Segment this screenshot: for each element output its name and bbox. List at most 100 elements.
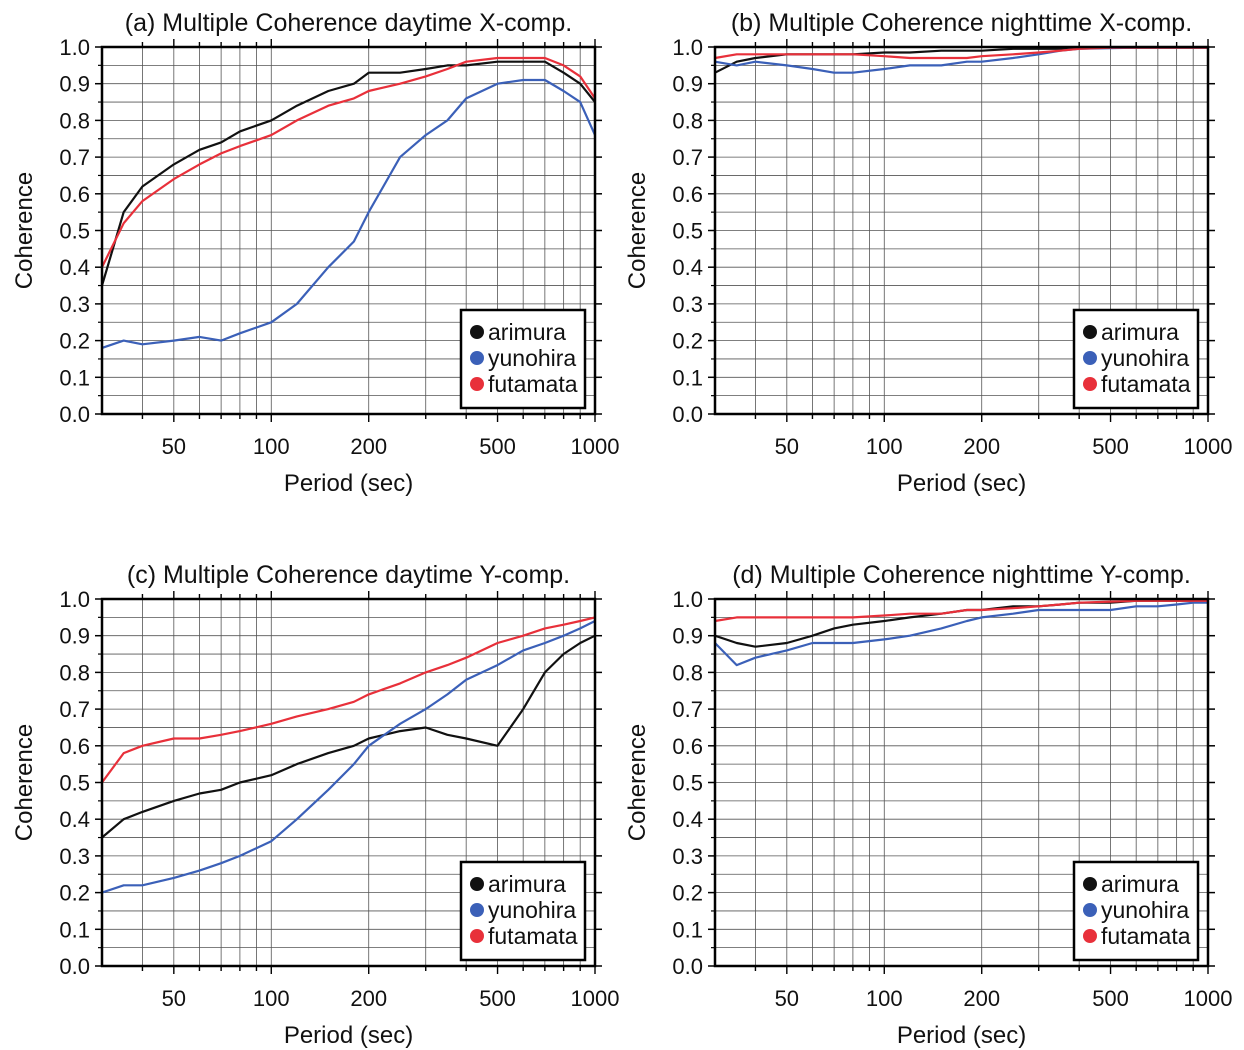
- y-tick-label: 0.8: [59, 108, 90, 133]
- x-axis-label: Period (sec): [897, 470, 1026, 497]
- legend-marker-yunohira: [1083, 351, 1097, 365]
- series-line-futamata: [101, 56, 596, 268]
- y-tick-label: 0.0: [59, 402, 90, 427]
- y-tick-label: 1.0: [59, 35, 90, 60]
- x-tick-label: 500: [1092, 986, 1129, 1011]
- x-tick-label: 200: [963, 986, 1000, 1011]
- panel-title: (c) Multiple Coherence daytime Y-comp.: [127, 561, 570, 589]
- y-tick-label: 0.7: [672, 145, 703, 170]
- legend-label-yunohira: yunohira: [1101, 345, 1189, 371]
- x-tick-label: 50: [775, 434, 799, 459]
- y-tick-label: 0.1: [672, 917, 703, 942]
- x-axis-label: Period (sec): [897, 1022, 1026, 1049]
- y-tick-label: 0.7: [59, 145, 90, 170]
- y-tick-label: 0.1: [59, 917, 90, 942]
- y-axis-label: Coherence: [624, 724, 651, 841]
- legend-label-futamata: futamata: [488, 923, 578, 949]
- y-tick-label: 0.4: [59, 807, 90, 832]
- y-tick-label: 0.3: [672, 292, 703, 317]
- x-tick-label: 1000: [571, 986, 620, 1011]
- y-axis-label: Coherence: [11, 172, 38, 289]
- legend-marker-futamata: [1083, 377, 1097, 391]
- x-tick-label: 500: [479, 434, 516, 459]
- y-tick-label: 1.0: [672, 587, 703, 612]
- y-tick-label: 0.7: [59, 697, 90, 722]
- y-tick-label: 0.9: [59, 72, 90, 97]
- series-line-futamata: [101, 616, 596, 784]
- legend-label-arimura: arimura: [488, 319, 566, 345]
- y-tick-label: 0.2: [672, 881, 703, 906]
- y-tick-label: 0.0: [672, 954, 703, 979]
- series-line-yunohira: [101, 78, 597, 349]
- x-axis-label: Period (sec): [284, 470, 413, 497]
- y-tick-label: 0.6: [672, 182, 703, 207]
- chart-panel-2: 0.0 0.1 0.2 0.3 0.4 0.5 0.6 0.7 0.8 0.9 1.0 50 100 20…: [624, 9, 1232, 497]
- y-tick-label: 0.5: [672, 771, 703, 796]
- y-tick-label: 0.9: [59, 624, 90, 649]
- y-axis-label: Coherence: [11, 724, 38, 841]
- y-tick-label: 0.8: [59, 660, 90, 685]
- y-tick-label: 0.2: [59, 329, 90, 354]
- legend-marker-yunohira: [470, 351, 484, 365]
- y-tick-label: 0.5: [672, 219, 703, 244]
- x-tick-label: 1000: [1184, 986, 1233, 1011]
- y-tick-label: 0.8: [672, 660, 703, 685]
- x-tick-label: 1000: [1184, 434, 1233, 459]
- y-tick-label: 0.1: [59, 365, 90, 390]
- x-tick-label: 500: [1092, 434, 1129, 459]
- x-axis-label: Period (sec): [284, 1022, 413, 1049]
- legend-marker-yunohira: [1083, 903, 1097, 917]
- panel-title: (d) Multiple Coherence nighttime Y-comp.: [732, 561, 1191, 589]
- x-tick-label: 100: [253, 434, 290, 459]
- y-tick-label: 0.3: [59, 292, 90, 317]
- x-tick-label: 100: [866, 986, 903, 1011]
- legend-label-futamata: futamata: [1101, 923, 1191, 949]
- x-tick-label: 200: [350, 434, 387, 459]
- panel-title: (a) Multiple Coherence daytime X-comp.: [125, 9, 572, 37]
- y-tick-label: 0.6: [672, 734, 703, 759]
- y-tick-label: 1.0: [672, 35, 703, 60]
- series-line-futamata: [714, 599, 1208, 623]
- series-line-yunohira: [714, 601, 1208, 667]
- x-tick-label: 100: [866, 434, 903, 459]
- x-tick-label: 500: [479, 986, 516, 1011]
- legend-box: [1072, 860, 1200, 962]
- chart-panel-3: 0.0 0.1 0.2 0.3 0.4 0.5 0.6 0.7 0.8 0.9 1.0 50 100 20…: [11, 561, 619, 1049]
- y-tick-label: 0.8: [672, 108, 703, 133]
- series-line-yunohira: [101, 620, 596, 894]
- legend-marker-futamata: [1083, 929, 1097, 943]
- series-line-arimura: [100, 60, 596, 286]
- y-tick-label: 0.4: [59, 255, 90, 280]
- x-tick-label: 50: [162, 434, 186, 459]
- y-tick-label: 0.6: [59, 734, 90, 759]
- legend-label-yunohira: yunohira: [488, 897, 576, 923]
- x-tick-label: 200: [350, 986, 387, 1011]
- y-tick-label: 0.7: [672, 697, 703, 722]
- series-line-arimura: [101, 634, 596, 839]
- y-tick-label: 0.3: [59, 844, 90, 869]
- x-tick-label: 100: [253, 986, 290, 1011]
- y-tick-label: 0.0: [672, 402, 703, 427]
- legend-marker-arimura: [1083, 325, 1097, 339]
- y-axis-label: Coherence: [624, 172, 651, 289]
- y-tick-label: 0.9: [672, 72, 703, 97]
- x-tick-label: 200: [963, 434, 1000, 459]
- legend-label-futamata: futamata: [488, 371, 578, 397]
- legend-marker-arimura: [470, 877, 484, 891]
- legend-label-yunohira: yunohira: [1101, 897, 1189, 923]
- legend-label-arimura: arimura: [1101, 319, 1179, 345]
- y-tick-label: 0.6: [59, 182, 90, 207]
- chart-panel-4: 0.0 0.1 0.2 0.3 0.4 0.5 0.6 0.7 0.8 0.9 1.0 50 100 20…: [624, 561, 1232, 1049]
- x-tick-label: 50: [775, 986, 799, 1011]
- y-tick-label: 0.5: [59, 771, 90, 796]
- legend-marker-arimura: [470, 325, 484, 339]
- legend-label-arimura: arimura: [488, 871, 566, 897]
- y-tick-label: 0.1: [672, 365, 703, 390]
- y-tick-label: 0.2: [672, 329, 703, 354]
- y-tick-label: 0.0: [59, 954, 90, 979]
